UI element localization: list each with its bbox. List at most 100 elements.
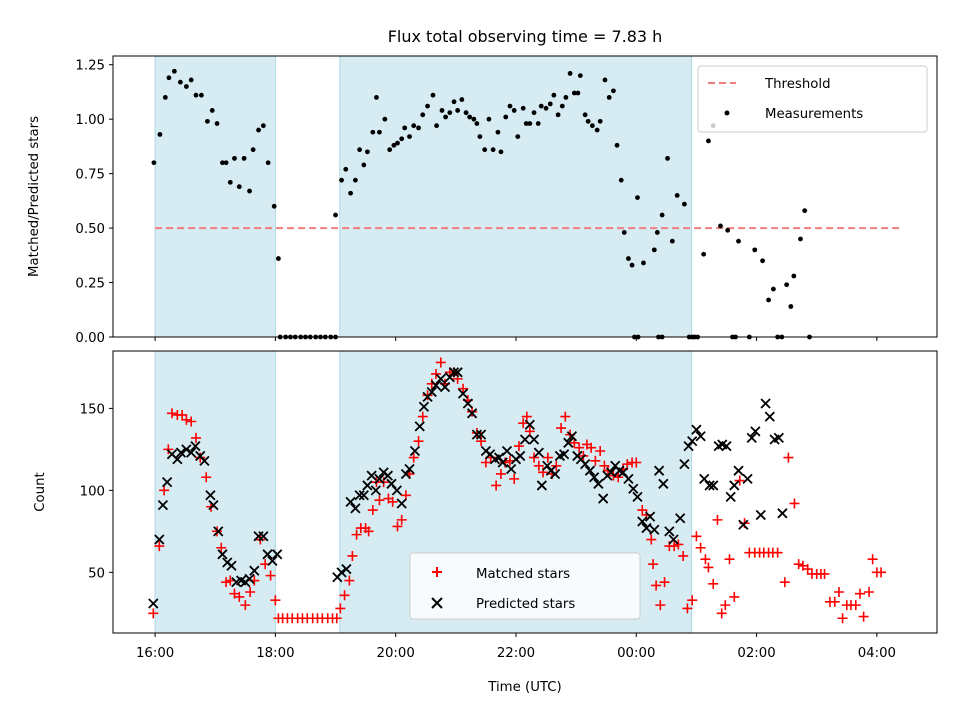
measurement-point [665, 155, 670, 161]
top-ytick-label: 0.75 [75, 168, 105, 183]
matched-star-point [216, 542, 227, 553]
matched-star-point [413, 436, 424, 447]
measurement-point [236, 184, 242, 190]
matched-star-point [148, 608, 159, 619]
predicted-star-point [452, 367, 463, 378]
matched-star-point [387, 496, 398, 507]
predicted-star-point [566, 431, 578, 442]
legend-measurements-label: Measurements [765, 107, 863, 122]
matched-star-point [712, 514, 723, 525]
measurement-point [802, 208, 808, 214]
measurement-point [669, 238, 675, 244]
predicted-star-point [501, 445, 513, 457]
measurement-point [232, 155, 237, 161]
predicted-star-point [563, 437, 574, 448]
matched-star-point [651, 580, 662, 591]
measurement-point [585, 118, 591, 124]
matched-star-point [186, 416, 197, 427]
bottom-panel: 50 100 150 16:00 18:00 20:00 22:00 00:00 02:00 04… [33, 350, 938, 695]
predicted-star-point [400, 468, 412, 480]
predicted-star-point [172, 454, 183, 465]
measurement-point [157, 132, 163, 137]
measurement-point [357, 147, 362, 153]
predicted-star-point [729, 480, 740, 491]
predicted-star-point [404, 463, 415, 475]
matched-star-point [435, 357, 446, 368]
measurement-point [571, 90, 577, 96]
measurement-point [567, 71, 573, 76]
predicted-star-point [632, 491, 643, 503]
measurement-point [543, 105, 549, 111]
matched-star-point [703, 562, 714, 573]
matched-star-point [181, 414, 192, 425]
measurement-point [374, 94, 379, 100]
measurement-point [614, 142, 620, 148]
measurement-point [188, 77, 194, 83]
predicted-star-point [345, 496, 356, 507]
predicted-star-point [773, 432, 784, 444]
predicted-star-point [358, 490, 369, 501]
measurement-point [798, 236, 803, 242]
predicted-star-point [154, 534, 165, 545]
predicted-star-point [738, 519, 749, 530]
measurement-point [471, 116, 477, 122]
predicted-star-point [205, 490, 216, 501]
top-legend: Threshold Measurements [697, 65, 928, 133]
predicted-star-point [374, 473, 385, 485]
measurement-point [621, 230, 627, 235]
predicted-star-point [558, 449, 570, 460]
measurement-point [214, 121, 220, 126]
measurement-point [503, 114, 509, 120]
measurement-point [416, 125, 421, 131]
measurement-point [459, 97, 465, 102]
bottom-legend-box [409, 552, 641, 620]
matched-star-point [560, 411, 571, 422]
predicted-star-point [528, 434, 540, 445]
measurement-point [434, 123, 439, 129]
predicted-star-point [258, 531, 269, 542]
measurement-point [395, 140, 400, 146]
measurement-point [551, 92, 557, 98]
predicted-star-point [683, 440, 694, 452]
matched-star-point [201, 472, 212, 483]
measurement-point [784, 282, 790, 288]
matched-star-point [400, 490, 411, 501]
matched-star-point [855, 588, 866, 599]
predicted-star-point [208, 499, 219, 511]
matched-star-point [659, 577, 670, 588]
measurement-point [482, 147, 488, 153]
bottom-ticks: 50 100 150 16:00 18:00 20:00 22:00 00:00 02:00 04… [80, 402, 896, 661]
measurement-point [343, 166, 349, 172]
legend-matched-swatch [432, 567, 442, 577]
matched-star-point [833, 587, 844, 598]
measurement-point [227, 179, 233, 185]
predicted-star-point [637, 516, 648, 527]
legend-measurements-swatch [724, 110, 730, 116]
predicted-star-point [354, 490, 365, 501]
matched-star-point [595, 446, 606, 457]
predicted-star-point [506, 463, 517, 475]
measurements-series [151, 68, 812, 340]
measurement-point [520, 105, 526, 111]
bottom-shaded-interval [154, 350, 276, 634]
measurement-point [162, 94, 168, 100]
matched-star-point [344, 575, 355, 586]
measurement-point [151, 160, 157, 166]
predicted-star-point [542, 460, 553, 471]
top-shaded-interval [154, 55, 276, 338]
bottom-xtick-label: 22:00 [497, 646, 535, 661]
measurement-point [523, 121, 529, 126]
predicted-star-point [589, 472, 600, 483]
predicted-star-point [653, 465, 665, 476]
matched-star-point [669, 541, 680, 552]
predicted-star-point [462, 398, 473, 409]
matched-star-point [691, 531, 702, 542]
measurement-point [171, 68, 177, 74]
bottom-xlabel: Time (UTC) [487, 680, 562, 695]
matched-star-point [551, 460, 562, 471]
matched-star-point [858, 611, 869, 622]
measurement-point [582, 112, 588, 118]
predicted-star-point [175, 447, 187, 458]
measurement-point [555, 112, 561, 118]
measurement-point [725, 227, 731, 233]
